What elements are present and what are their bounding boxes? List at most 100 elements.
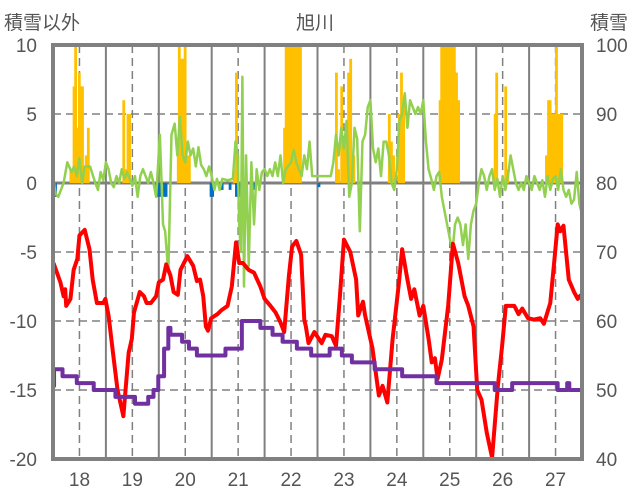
bar-snowfall [446, 45, 450, 183]
bar-snowfall [449, 45, 453, 183]
bar-snowfall [69, 169, 73, 183]
bar-snowfall [297, 45, 301, 183]
x-tick-label: 26 [492, 470, 513, 491]
bar-snowfall [557, 114, 560, 183]
bar-negative [209, 183, 213, 197]
bar-snowfall [295, 45, 299, 183]
bar-snowfall [451, 45, 455, 183]
bar-snowfall [347, 72, 350, 183]
x-tick-label: 19 [122, 470, 143, 491]
bar-snowfall [72, 86, 76, 183]
bar-snowfall [187, 155, 191, 183]
y-right-tick-label: 50 [596, 381, 617, 402]
bar-snowfall [284, 45, 288, 183]
bar-snowfall [84, 155, 88, 183]
bar-snowfall [390, 141, 393, 183]
bar-snowfall [438, 100, 442, 183]
bar-snowfall [292, 45, 296, 183]
plot-frame [51, 43, 584, 461]
bar-snowfall [552, 114, 556, 183]
bar-snowfall [443, 45, 447, 183]
bar-negative [228, 183, 232, 190]
bar-negative [220, 183, 224, 190]
bar-snowfall [455, 72, 458, 183]
bar-snowfall [180, 58, 184, 183]
bar-negative [211, 183, 215, 197]
bar-snowfall [387, 114, 391, 183]
bar-snowfall [291, 45, 294, 183]
bar-negative [317, 183, 321, 188]
bar-snowfall [504, 86, 508, 183]
bar-snowfall [548, 100, 552, 183]
x-tick-label: 23 [333, 470, 354, 491]
bar-snowfall [81, 86, 84, 183]
bar-snowfall [294, 45, 298, 183]
bar-snowfall [440, 45, 444, 183]
bar-negative [164, 183, 168, 197]
bar-snowfall [232, 169, 236, 183]
bar-snowfall [83, 169, 87, 183]
bar-snowfall [71, 169, 74, 183]
bar-snowfall [299, 45, 302, 183]
bar-snowfall [335, 72, 338, 183]
bar-snowfall [445, 45, 448, 183]
bar-snowfall [74, 45, 78, 183]
bar-snowfall [283, 127, 286, 183]
x-tick-label: 27 [545, 470, 566, 491]
y-right-tick-label: 70 [596, 243, 617, 264]
series-purple-line [53, 319, 582, 406]
bar-snowfall [555, 45, 558, 183]
y-left-tick-label: 10 [16, 36, 37, 57]
bar-snowfall [77, 72, 81, 183]
bar-snowfall [182, 58, 185, 183]
y-right-tick-label: 60 [596, 312, 617, 333]
y-left-tick-label: -20 [10, 450, 37, 471]
bar-snowfall [289, 45, 293, 183]
bar-snowfall [493, 114, 497, 183]
bar-negative [253, 183, 256, 190]
bar-snowfall [452, 45, 456, 183]
bar-snowfall [76, 127, 80, 183]
series-green-line [53, 75, 582, 288]
y-left-tick-label: -10 [10, 312, 37, 333]
bar-snowfall [550, 114, 554, 183]
bar-snowfall [79, 86, 83, 183]
bar-snowfall [126, 114, 130, 183]
y-right-tick-label: 90 [596, 105, 617, 126]
x-tick-label: 25 [439, 470, 460, 491]
bar-snowfall [400, 72, 403, 183]
y-right-tick-label: 40 [596, 450, 617, 471]
plot-area [53, 45, 582, 459]
bar-snowfall [397, 114, 401, 183]
x-tick-label: 18 [69, 470, 90, 491]
bar-snowfall [122, 100, 126, 183]
bar-snowfall [392, 155, 395, 183]
bar-snowfall [342, 141, 346, 183]
bar-negative [156, 183, 160, 197]
y-left-tick-label: -15 [10, 381, 37, 402]
y-left-tick-label: 5 [26, 105, 37, 126]
bar-snowfall [349, 58, 353, 183]
bar-snowfall [86, 127, 90, 183]
bar-snowfall [177, 45, 181, 183]
right-axis-title: 積雪 [590, 12, 629, 34]
bar-snowfall [185, 155, 189, 183]
y-right-tick-label: 80 [596, 174, 617, 195]
bar-snowfall [337, 169, 340, 183]
bar-snowfall [560, 114, 564, 183]
x-tick-label: 24 [386, 470, 408, 491]
bar-snowfall [128, 114, 131, 183]
y-left-tick-label: -5 [20, 243, 37, 264]
x-tick-label: 20 [175, 470, 196, 491]
y-right-tick-label: 100 [596, 36, 628, 57]
bar-snowfall [448, 45, 452, 183]
bar-negative [235, 183, 238, 197]
bar-negative [163, 183, 166, 197]
bar-snowfall [345, 127, 348, 183]
series-red-line [53, 222, 582, 459]
left-axis-title: 積雪以外 [4, 12, 81, 34]
bar-snowfall [545, 155, 548, 183]
chart-title: 旭川 [296, 12, 335, 34]
